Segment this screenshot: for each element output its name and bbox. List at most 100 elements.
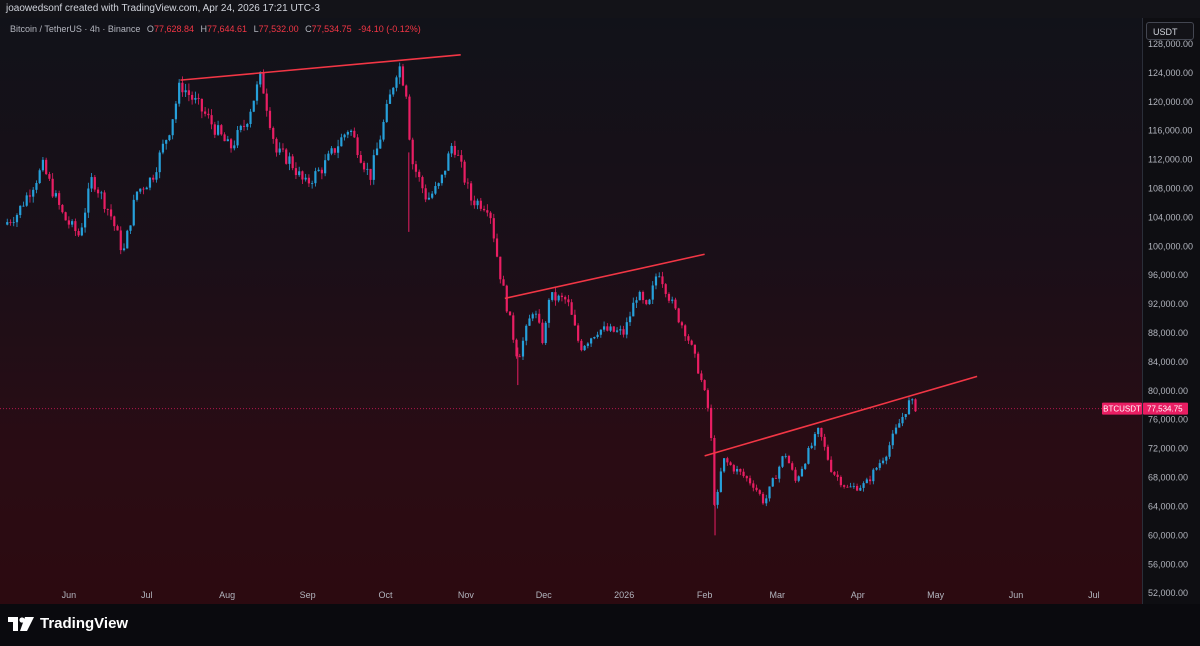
- candle: [122, 243, 126, 252]
- candle: [577, 323, 580, 343]
- candle: [557, 294, 560, 303]
- candle: [807, 446, 810, 465]
- x-tick-label: May: [927, 590, 945, 600]
- candle: [424, 184, 427, 203]
- candle: [755, 484, 758, 492]
- candle: [135, 191, 139, 202]
- y-tick-label: 60,000.00: [1148, 530, 1188, 540]
- price-tag-symbol-bg: [1102, 402, 1142, 415]
- candle: [142, 186, 145, 195]
- currency-selector[interactable]: USDT: [1146, 22, 1194, 40]
- candle: [155, 167, 158, 183]
- candle: [353, 127, 356, 138]
- tradingview-brand[interactable]: TradingView: [8, 615, 128, 632]
- candle: [362, 160, 366, 173]
- candle: [58, 190, 61, 210]
- y-tick-label: 100,000.00: [1148, 241, 1193, 251]
- ohlc-change: -94.10 (-0.12%): [358, 24, 421, 34]
- x-tick-label: Jun: [62, 590, 77, 600]
- ohlc-low-value: 77,532.00: [258, 24, 299, 34]
- candle: [619, 325, 622, 335]
- candle: [622, 325, 625, 338]
- candle: [22, 201, 25, 207]
- candle: [113, 215, 116, 231]
- candle: [489, 211, 492, 224]
- candle: [466, 178, 469, 189]
- candle: [408, 94, 411, 141]
- price-axis[interactable]: [1142, 18, 1200, 604]
- candle: [28, 189, 32, 203]
- candle: [781, 455, 784, 469]
- candle: [690, 339, 693, 346]
- candle: [210, 109, 213, 130]
- y-tick-label: 76,000.00: [1148, 415, 1188, 425]
- candle: [855, 483, 859, 492]
- candle: [171, 119, 174, 140]
- candle: [684, 324, 687, 342]
- candle: [833, 471, 836, 476]
- candle: [366, 162, 369, 176]
- candle: [635, 296, 638, 309]
- y-tick-label: 124,000.00: [1148, 68, 1193, 78]
- candle: [826, 444, 830, 461]
- candle: [784, 453, 787, 459]
- candle: [748, 475, 752, 486]
- candle: [512, 312, 515, 343]
- candle: [278, 142, 281, 156]
- x-tick-label: Dec: [536, 590, 553, 600]
- candle: [638, 290, 641, 301]
- candle: [288, 152, 291, 171]
- ohlc-open-value: 77,628.84: [153, 24, 194, 34]
- candle: [229, 138, 233, 153]
- ohlc-open-label: O: [146, 24, 154, 34]
- candle: [499, 256, 502, 284]
- footer: [0, 604, 1200, 646]
- candle: [233, 140, 236, 151]
- candle: [38, 168, 41, 185]
- candle: [560, 292, 564, 302]
- candle: [119, 226, 122, 255]
- candle: [768, 486, 771, 502]
- candle: [719, 467, 722, 493]
- trendline[interactable]: [180, 54, 461, 81]
- candle: [778, 465, 781, 483]
- x-tick-label: Feb: [697, 590, 713, 600]
- candle: [586, 342, 589, 349]
- candle: [45, 157, 48, 176]
- candle: [849, 482, 852, 488]
- candle: [236, 126, 239, 149]
- candle: [375, 142, 379, 156]
- candle: [774, 475, 778, 479]
- candle: [625, 317, 628, 339]
- candle: [178, 79, 181, 107]
- candle: [90, 173, 93, 193]
- candle: [184, 83, 187, 97]
- candle: [401, 63, 405, 87]
- candle: [878, 459, 881, 471]
- candle: [813, 432, 817, 450]
- candle: [83, 207, 87, 233]
- ohlc-close-value: 77,534.75: [311, 24, 352, 34]
- candle: [220, 124, 223, 136]
- candle: [382, 119, 385, 142]
- trendline[interactable]: [504, 253, 705, 300]
- trendlines: [180, 54, 978, 457]
- candle: [41, 156, 45, 172]
- candle: [35, 180, 38, 194]
- trendline[interactable]: [704, 375, 978, 457]
- candle: [392, 86, 395, 97]
- y-tick-label: 96,000.00: [1148, 270, 1188, 280]
- candle: [528, 314, 531, 326]
- candle: [852, 482, 855, 489]
- candle: [710, 404, 713, 441]
- candle: [612, 326, 615, 333]
- candle: [61, 204, 64, 214]
- candle: [148, 177, 152, 191]
- x-axis-ticks: Jun Jul Aug Sep Oct Nov Dec 2026 Feb Mar Apr May Jun…: [62, 590, 1100, 600]
- candle: [213, 121, 216, 138]
- candle: [664, 283, 667, 298]
- candle: [508, 311, 512, 316]
- candle: [340, 133, 343, 147]
- candle: [369, 168, 372, 186]
- candle: [791, 461, 794, 471]
